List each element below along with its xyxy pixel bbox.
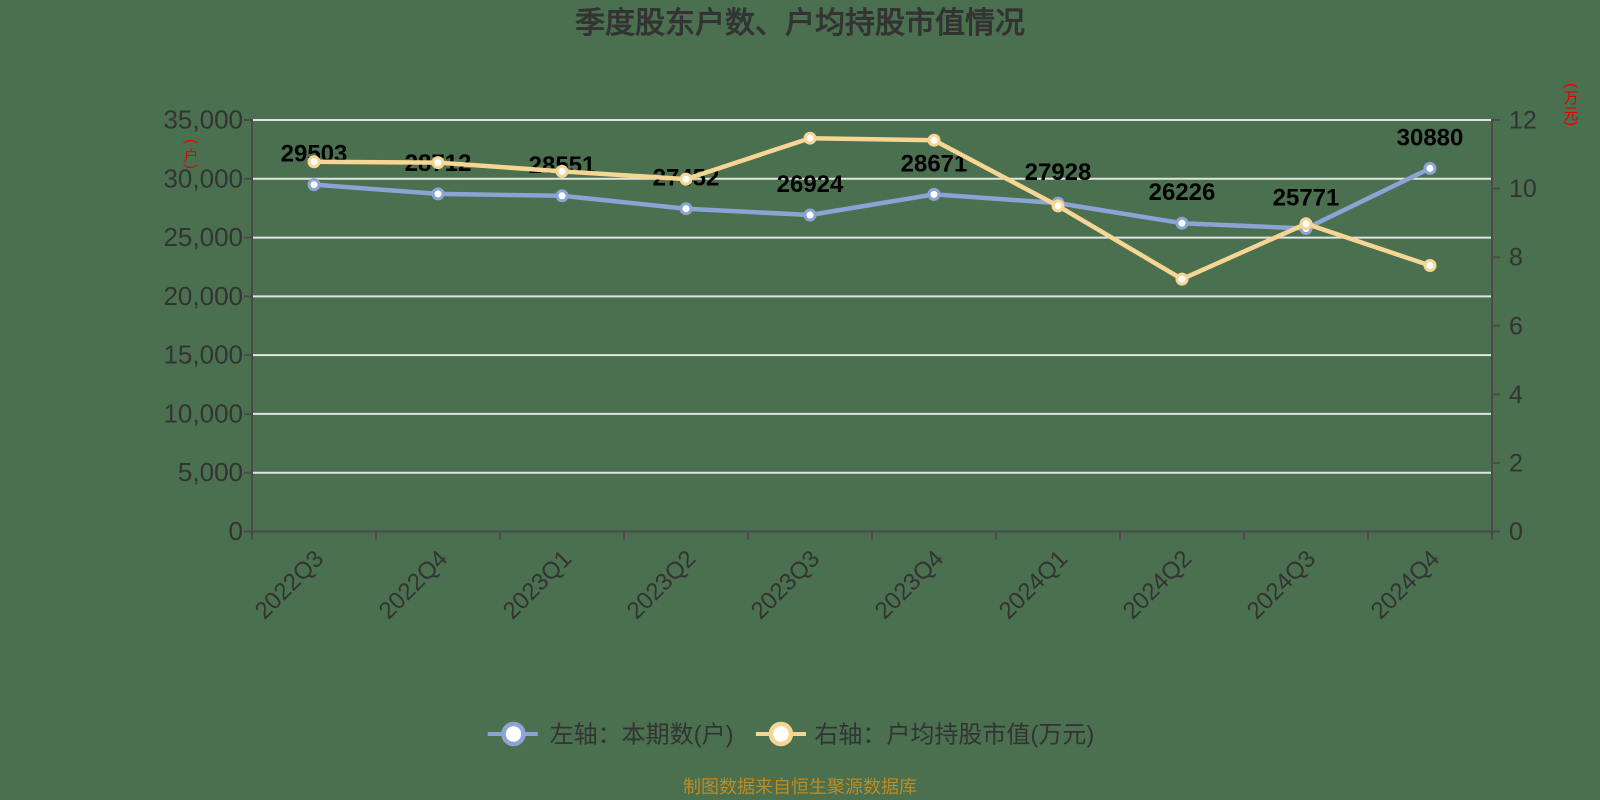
svg-text:30,000: 30,000	[163, 163, 243, 193]
svg-text:): )	[1563, 121, 1580, 126]
svg-text:0: 0	[1509, 518, 1523, 546]
svg-text:25,000: 25,000	[163, 222, 243, 252]
svg-text:): )	[183, 164, 200, 169]
svg-text:4: 4	[1509, 381, 1523, 409]
svg-text:制图数据来自恒生聚源数据库: 制图数据来自恒生聚源数据库	[683, 777, 917, 797]
svg-text:12: 12	[1509, 107, 1537, 135]
svg-text:6: 6	[1509, 312, 1523, 340]
svg-text:5,000: 5,000	[178, 457, 243, 487]
svg-text:左轴：本期数(户): 左轴：本期数(户)	[550, 722, 734, 749]
svg-text:万: 万	[1563, 90, 1578, 107]
svg-text:25771: 25771	[1273, 185, 1340, 212]
svg-text:26924: 26924	[777, 171, 844, 198]
svg-text:(: (	[1563, 83, 1580, 88]
svg-text:季度股东户数、户均持股市值情况: 季度股东户数、户均持股市值情况	[575, 6, 1025, 40]
svg-text:10: 10	[1509, 175, 1537, 203]
svg-text:2: 2	[1509, 449, 1523, 477]
svg-text:15,000: 15,000	[163, 340, 243, 370]
svg-text:28671: 28671	[901, 150, 968, 177]
svg-text:8: 8	[1509, 244, 1523, 272]
svg-text:0: 0	[229, 516, 243, 546]
svg-text:10,000: 10,000	[163, 398, 243, 428]
svg-text:右轴：户均持股市值(万元): 右轴：户均持股市值(万元)	[814, 722, 1094, 749]
svg-text:27928: 27928	[1025, 159, 1092, 186]
svg-text:(: (	[183, 139, 200, 144]
svg-text:20,000: 20,000	[163, 281, 243, 311]
svg-text:户: 户	[183, 148, 198, 165]
svg-text:30880: 30880	[1397, 124, 1464, 151]
svg-text:26226: 26226	[1149, 179, 1216, 206]
svg-text:元: 元	[1563, 106, 1578, 123]
svg-text:35,000: 35,000	[163, 105, 243, 135]
